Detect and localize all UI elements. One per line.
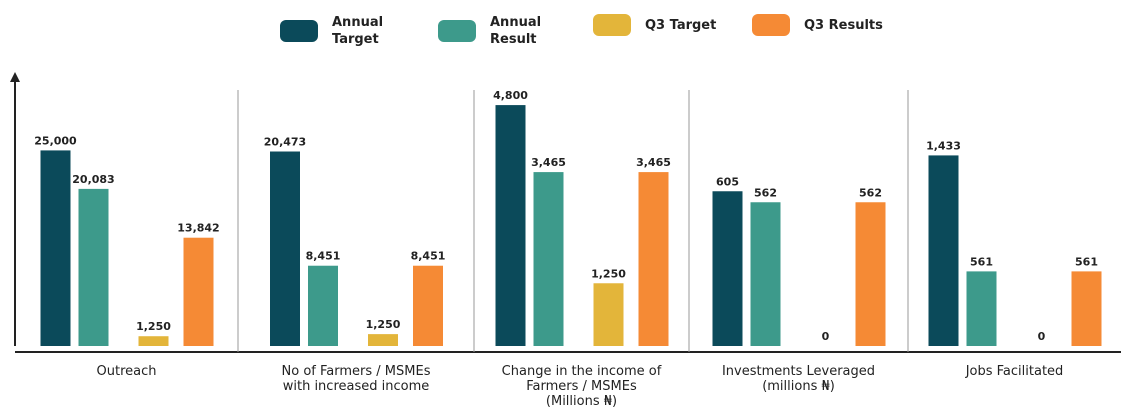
bar xyxy=(308,265,338,346)
legend-swatch xyxy=(438,20,476,42)
bar xyxy=(495,105,526,347)
x-tick-label: Outreach xyxy=(96,364,157,379)
x-tick-label: Investments Leveraged (millions ₦) xyxy=(721,364,876,394)
legend-item: Annual Result xyxy=(438,14,554,48)
legend-item: Q3 Results xyxy=(752,14,894,36)
bar xyxy=(966,271,997,346)
data-label: 605 xyxy=(716,175,739,188)
x-tick-label: Jobs Facilitated xyxy=(965,364,1064,379)
bar xyxy=(928,155,959,346)
bar xyxy=(413,265,443,346)
data-label: 0 xyxy=(822,330,830,343)
data-label: 3,465 xyxy=(636,156,671,169)
data-label: 3,465 xyxy=(531,156,566,169)
legend-label: Q3 Target xyxy=(645,17,717,33)
bar xyxy=(855,202,886,346)
data-label: 561 xyxy=(1075,255,1098,268)
data-label: 4,800 xyxy=(493,89,528,102)
legend-label: Q3 Results xyxy=(804,17,883,33)
bar xyxy=(750,202,781,346)
axis-arrow xyxy=(10,72,20,82)
legend-swatch xyxy=(280,20,318,42)
x-tick-label: No of Farmers / MSMEs with increased inc… xyxy=(281,364,431,394)
bar xyxy=(138,336,169,346)
data-label: 562 xyxy=(754,186,777,199)
bar xyxy=(368,334,398,346)
bar xyxy=(78,188,109,346)
data-label: 1,250 xyxy=(136,320,171,333)
bar xyxy=(533,172,564,346)
data-label: 561 xyxy=(970,255,993,268)
data-label: 13,842 xyxy=(177,222,219,235)
bar xyxy=(593,283,624,346)
data-label: 1,250 xyxy=(366,318,401,331)
data-label: 25,000 xyxy=(34,134,77,147)
legend-label: Annual Target xyxy=(332,15,384,47)
data-label: 8,451 xyxy=(306,250,341,263)
data-label: 0 xyxy=(1038,330,1046,343)
bar xyxy=(638,172,669,346)
legend-item: Q3 Target xyxy=(593,14,735,36)
legend-swatch xyxy=(593,14,631,36)
bar xyxy=(183,237,214,346)
x-tick-label: Change in the income of Farmers / MSMEs … xyxy=(501,364,662,407)
data-label: 20,473 xyxy=(264,136,306,149)
bar xyxy=(1071,271,1102,346)
legend-item: Annual Target xyxy=(280,14,396,48)
bar xyxy=(40,150,71,346)
bar xyxy=(270,151,300,346)
data-label: 1,433 xyxy=(926,139,961,152)
legend-label: Annual Result xyxy=(490,15,542,47)
data-label: 1,250 xyxy=(591,267,626,280)
data-label: 20,083 xyxy=(72,173,114,186)
data-label: 562 xyxy=(859,186,882,199)
legend-swatch xyxy=(752,14,790,36)
data-label: 8,451 xyxy=(411,250,446,263)
bar xyxy=(712,191,743,346)
